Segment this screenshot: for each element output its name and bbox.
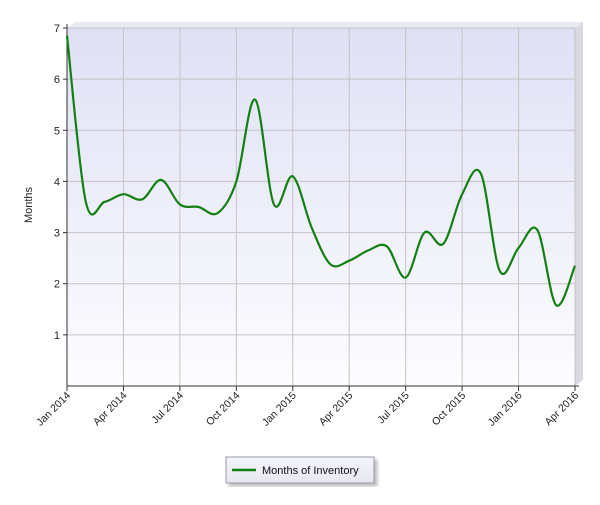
x-tick-label: Apr 2015 [317,390,356,429]
x-tick-label: Jul 2015 [375,390,412,427]
y-tick-label: 6 [54,74,60,86]
y-tick-label: 5 [54,125,60,137]
x-tick-label: Jan 2015 [260,390,299,429]
plot-depth-top [67,22,583,28]
plot-depth-right [575,22,583,386]
y-tick-label: 7 [54,23,60,35]
y-tick-label: 1 [54,330,60,342]
x-tick-labels: Jan 2014 Apr 2014 Jul 2014 Oct 2014 Jan 2015… [34,390,581,429]
x-tick-label: Jan 2014 [34,390,73,429]
y-tick-label: 3 [54,228,60,240]
y-tick-label: 2 [54,279,60,291]
x-tick-label: Apr 2016 [542,390,581,429]
y-tick-labels: 1 2 3 4 5 6 7 [54,23,60,342]
x-tick-label: Jul 2014 [149,390,186,427]
plot-area [67,28,575,386]
y-tick-label: 4 [54,176,60,188]
x-tick-label: Oct 2014 [204,390,243,429]
x-tick-label: Apr 2014 [91,390,130,429]
y-axis-title: Months [23,186,35,223]
x-tick-label: Jan 2016 [486,390,525,429]
x-tick-label: Oct 2015 [430,390,469,429]
legend-label: Months of Inventory [262,465,359,477]
legend: Months of Inventory [226,457,374,483]
